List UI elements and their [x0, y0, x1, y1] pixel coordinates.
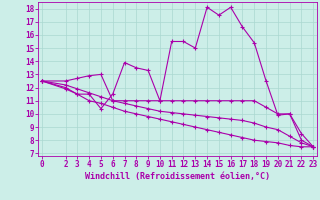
X-axis label: Windchill (Refroidissement éolien,°C): Windchill (Refroidissement éolien,°C): [85, 172, 270, 181]
